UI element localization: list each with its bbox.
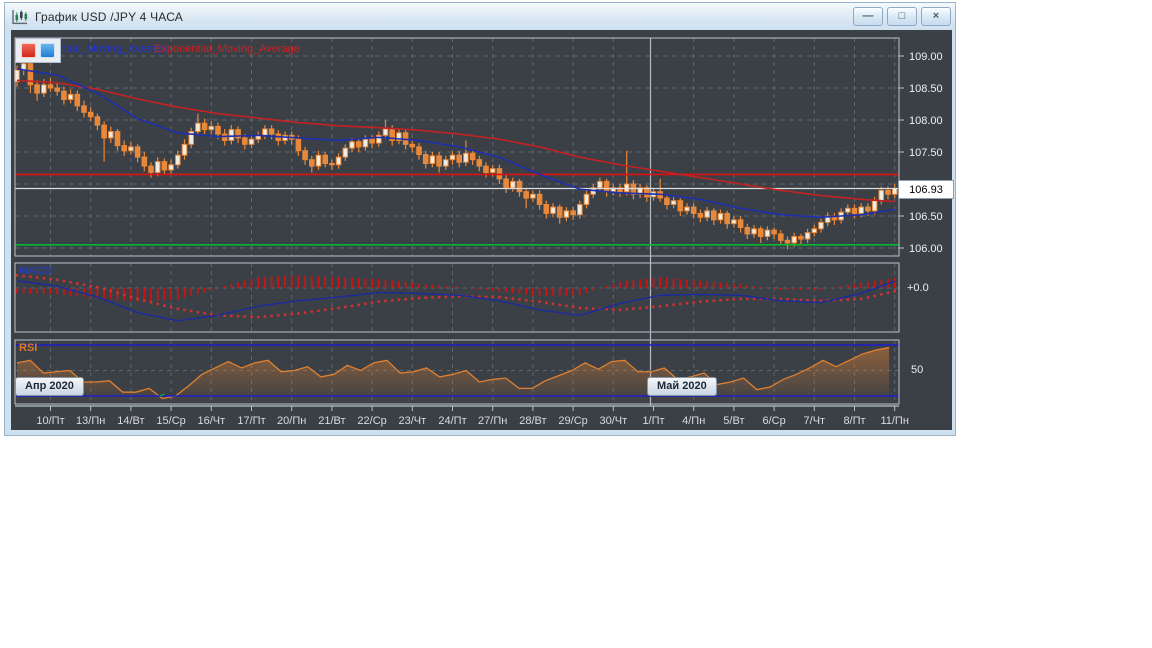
close-icon: × <box>933 11 939 22</box>
minimize-button[interactable]: — <box>853 7 883 26</box>
svg-text:16/Чт: 16/Чт <box>197 415 225 427</box>
svg-text:30/Чт: 30/Чт <box>599 415 627 427</box>
svg-text:106.50: 106.50 <box>909 211 943 223</box>
current-price-value: 106.93 <box>909 184 943 196</box>
svg-text:106.00: 106.00 <box>909 243 943 255</box>
svg-text:20/Пн: 20/Пн <box>277 415 306 427</box>
restore-button[interactable]: □ <box>887 7 917 26</box>
edit-indicator-button[interactable] <box>40 43 55 58</box>
chart-canvas[interactable]: 10/Пт 13/Пн 14/Вт 15/Ср 16/Чт 17/Пт 20/Пн 21/Вт… <box>11 30 952 430</box>
month-label-april-text: Апр 2020 <box>25 380 74 392</box>
month-label-may: Май 2020 <box>647 377 717 396</box>
svg-text:5/Вт: 5/Вт <box>723 415 744 427</box>
svg-text:108.50: 108.50 <box>909 83 943 95</box>
svg-text:27/Пн: 27/Пн <box>478 415 507 427</box>
desktop: График USD /JPY 4 ЧАСА — □ × 10/Пт13/Пн1… <box>0 0 1152 648</box>
svg-text:1/Пт: 1/Пт <box>642 415 664 427</box>
chart-icon <box>11 9 29 25</box>
svg-text:109.00: 109.00 <box>909 51 943 63</box>
rsi-panel-label: RSI <box>19 342 37 354</box>
svg-text:7/Чт: 7/Чт <box>804 415 826 427</box>
svg-text:17/Пт: 17/Пт <box>237 415 265 427</box>
svg-text:108.00: 108.00 <box>909 115 943 127</box>
svg-text:29/Ср: 29/Ср <box>558 415 587 427</box>
svg-text:28/Вт: 28/Вт <box>519 415 546 427</box>
window-titlebar[interactable]: График USD /JPY 4 ЧАСА — □ × <box>5 3 955 30</box>
current-price-box: 106.93 <box>898 180 954 199</box>
indicator-buttons-panel <box>15 38 61 63</box>
svg-text:11/Пн: 11/Пн <box>880 415 908 427</box>
macd-panel-label: MACD <box>19 265 52 277</box>
svg-text:22/Ср: 22/Ср <box>357 415 386 427</box>
svg-text:21/Вт: 21/Вт <box>318 415 345 427</box>
svg-text:8/Пт: 8/Пт <box>843 415 865 427</box>
svg-text:14/Вт: 14/Вт <box>117 415 144 427</box>
svg-text:24/Пт: 24/Пт <box>438 415 466 427</box>
month-label-may-text: Май 2020 <box>657 380 707 392</box>
chart-client-area: 10/Пт 13/Пн 14/Вт 15/Ср 16/Чт 17/Пт 20/Пн 21/Вт… <box>11 30 952 430</box>
svg-text:23/Чт: 23/Чт <box>398 415 426 427</box>
close-button[interactable]: × <box>921 7 951 26</box>
svg-text:6/Ср: 6/Ср <box>762 415 785 427</box>
month-label-april: Апр 2020 <box>15 377 84 396</box>
legend-ema-slow: Exponential_Moving_Average <box>154 43 300 55</box>
svg-text:10/Пт: 10/Пт <box>36 415 64 427</box>
remove-indicator-button[interactable] <box>21 43 36 58</box>
svg-text:15/Ср: 15/Ср <box>156 415 185 427</box>
macd-zero-label: +0.0 <box>907 282 929 294</box>
restore-icon: □ <box>899 11 906 22</box>
chart-window: График USD /JPY 4 ЧАСА — □ × 10/Пт13/Пн1… <box>4 2 956 436</box>
svg-text:107.50: 107.50 <box>909 147 943 159</box>
minimize-icon: — <box>863 11 874 22</box>
svg-text:4/Пн: 4/Пн <box>682 415 705 427</box>
rsi-mid-label: 50 <box>911 364 923 376</box>
window-title: График USD /JPY 4 ЧАСА <box>35 10 183 24</box>
svg-text:13/Пн: 13/Пн <box>76 415 105 427</box>
